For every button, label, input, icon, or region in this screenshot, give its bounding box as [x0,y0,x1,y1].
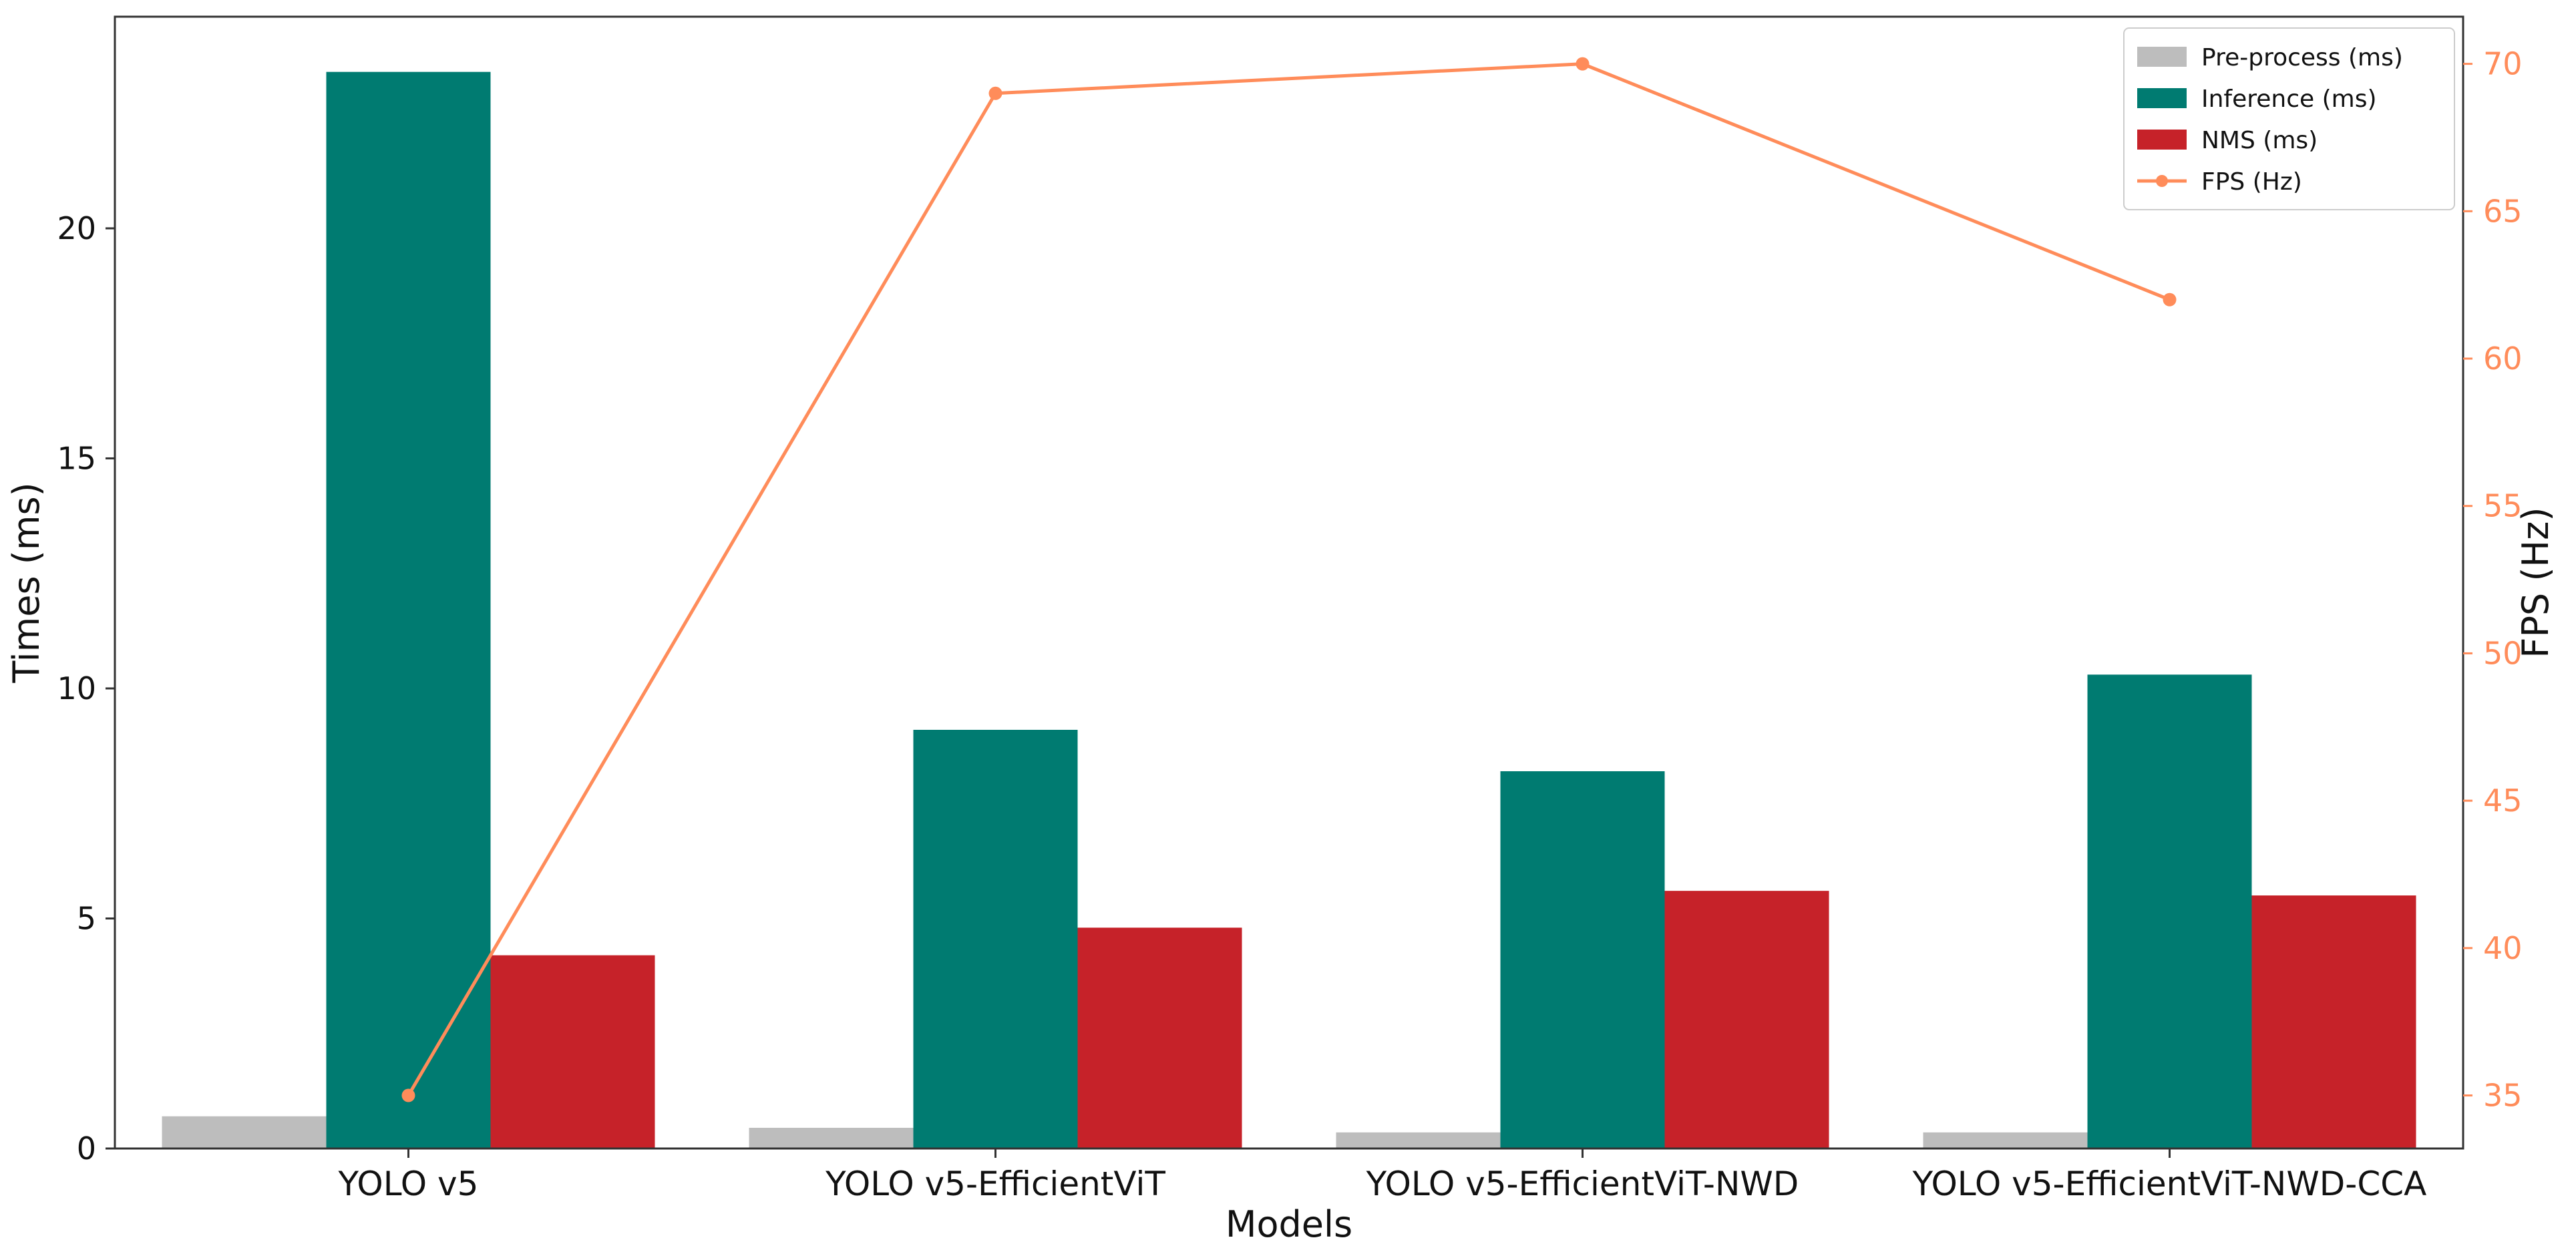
x-axis-title: Models [1226,1203,1352,1245]
bar-nms-ms-1 [490,955,655,1149]
y-tick-label: 0 [77,1130,96,1167]
x-axis: YOLO v5 YOLO v5-EfficientViT YOLO v5-Effic… [338,1149,2427,1203]
fps-point-3 [1576,57,1590,71]
y2-tick-label: 45 [2483,783,2523,819]
legend-marker [2156,175,2168,187]
bar-nms-ms-2 [1077,927,1242,1149]
x-tick-label: YOLO v5-EfficientViT [825,1165,1165,1203]
left-axis: 0 5 10 15 20 [57,210,115,1167]
y-tick-label: 10 [57,670,96,706]
fps-point-4 [2163,292,2177,306]
plot-frame [114,15,2464,1150]
x-tick-label: YOLO v5-EfficientViT-NWD-CCA [1912,1165,2427,1203]
bar-pre-process-ms-2 [749,1127,914,1149]
bar-nms-ms-4 [2251,895,2416,1149]
bars-layer [162,71,2416,1149]
bar-inference-ms-1 [326,71,491,1149]
y2-tick-label: 35 [2483,1078,2523,1114]
fps-line-layer [401,57,2177,1102]
legend-swatch [2137,130,2187,150]
y2-tick-label: 50 [2483,635,2523,671]
y-tick-label: 20 [57,210,96,246]
bar-inference-ms-3 [1500,771,1665,1149]
bar-pre-process-ms-1 [162,1116,327,1149]
x-tick-label: YOLO v5-EfficientViT-NWD [1366,1165,1799,1203]
legend-label: Inference (ms) [2201,85,2377,113]
y2-tick-label: 60 [2483,341,2523,377]
legend-swatch [2137,47,2187,67]
x-tick-label: YOLO v5 [338,1165,479,1203]
y-tick-label: 5 [77,900,96,936]
fps-point-1 [401,1088,415,1102]
fps-point-2 [988,86,1002,100]
fps-line [407,62,2171,1096]
y-tick-label: 15 [57,440,96,476]
legend-label: FPS (Hz) [2201,168,2302,196]
bar-nms-ms-3 [1664,891,1829,1149]
bar-inference-ms-4 [2087,674,2252,1149]
y2-tick-label: 55 [2483,488,2523,524]
y2-tick-label: 65 [2483,193,2523,229]
bar-pre-process-ms-4 [1923,1132,2088,1149]
y2-tick-label: 70 [2483,46,2523,82]
legend-label: NMS (ms) [2201,127,2318,154]
legend-swatch [2137,88,2187,108]
y2-tick-label: 40 [2483,930,2523,966]
y2-axis-title: FPS (Hz) [2515,507,2557,658]
y-axis-title: Times (ms) [5,482,47,683]
legend: Pre-process (ms) Inference (ms) NMS (ms) FP… [2123,27,2455,210]
legend-box [2123,27,2455,210]
bar-inference-ms-2 [913,729,1078,1149]
bar-pre-process-ms-3 [1336,1132,1501,1149]
legend-label: Pre-process (ms) [2201,44,2403,71]
right-axis: 35 40 45 50 55 60 65 70 [2463,46,2523,1114]
